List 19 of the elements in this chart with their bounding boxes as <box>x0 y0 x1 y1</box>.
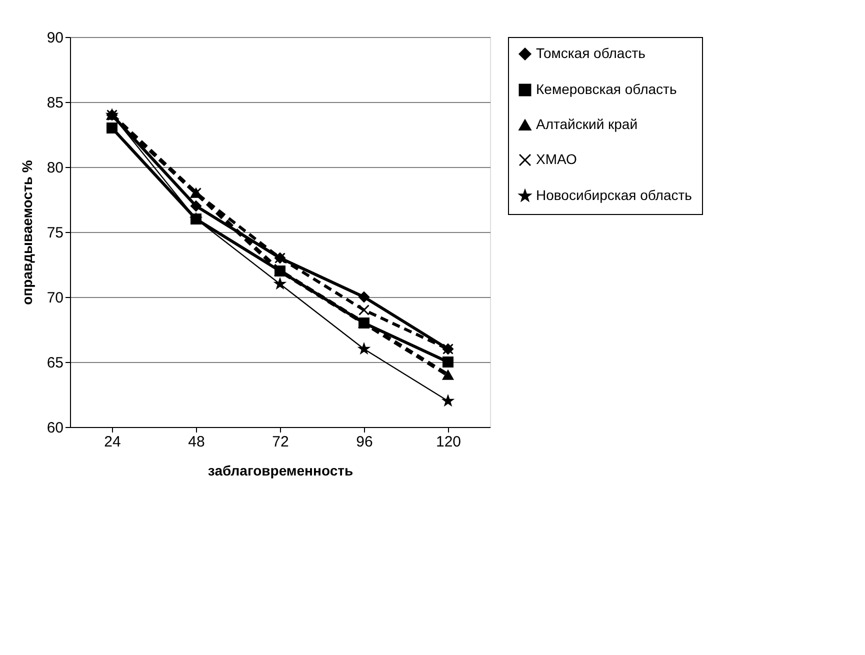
legend-label: Кемеровская область <box>536 81 677 97</box>
y-axis-title: оправдываемость % <box>18 160 35 305</box>
y-tick-label: 70 <box>46 290 64 306</box>
x-axis-title: заблаговременность <box>208 462 354 478</box>
x-tick-label: 24 <box>104 434 121 450</box>
legend-label: Томская область <box>536 45 646 61</box>
y-tick-label: 60 <box>46 420 64 436</box>
y-tick-label: 85 <box>46 94 64 112</box>
x-tick-label: 96 <box>356 434 373 450</box>
x-tick-label: 72 <box>272 434 289 450</box>
y-tick-label: 80 <box>46 160 64 176</box>
legend-label: ХМАО <box>536 151 578 167</box>
x-tick-label: 48 <box>188 434 205 450</box>
legend-label: Новосибирская область <box>536 187 692 203</box>
y-tick-label: 90 <box>46 30 64 46</box>
legend-label: Алтайский край <box>536 116 638 132</box>
y-tick-label: 75 <box>46 224 64 242</box>
y-tick-label: 65 <box>46 354 64 372</box>
x-tick-label: 120 <box>436 434 462 450</box>
